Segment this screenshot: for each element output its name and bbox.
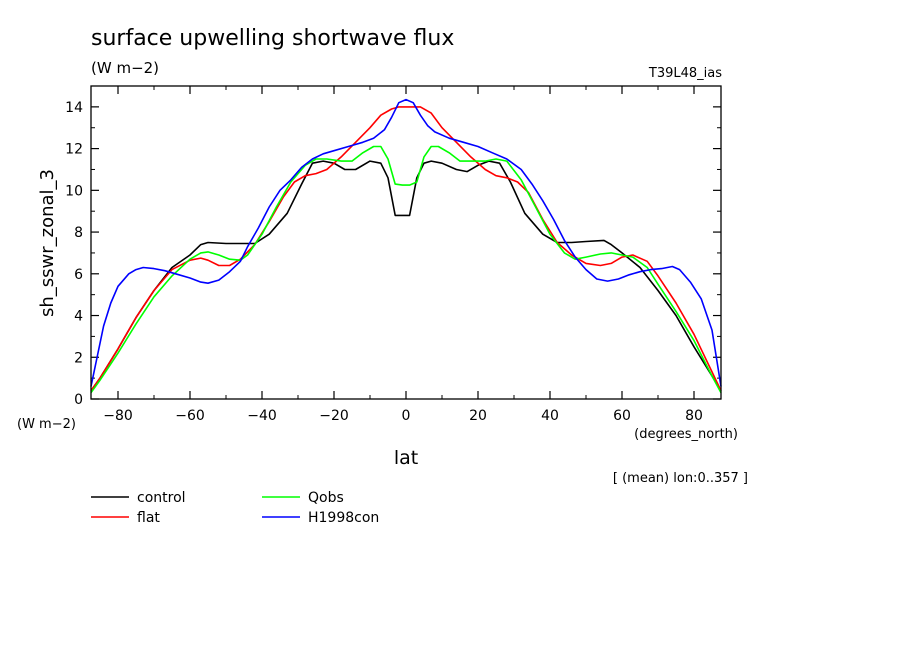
series-lines bbox=[90, 98, 722, 394]
y-axis-units: (W m−2) bbox=[17, 417, 76, 432]
y-tick-label: 10 bbox=[65, 183, 83, 199]
y-tick-label: 2 bbox=[74, 350, 83, 366]
series-line-h1998con bbox=[90, 98, 722, 387]
legend-label-qobs: Qobs bbox=[308, 490, 344, 506]
legend: control flat Qobs H1998con bbox=[91, 490, 379, 526]
y-tick-label: 6 bbox=[74, 267, 83, 283]
series-line-control bbox=[90, 160, 722, 392]
x-tick-label: −20 bbox=[319, 408, 349, 424]
legend-label-control: control bbox=[137, 490, 186, 506]
y-tick-label: 12 bbox=[65, 142, 83, 158]
y-tick-label: 0 bbox=[74, 392, 83, 408]
x-tick-label: 40 bbox=[541, 408, 559, 424]
series-line-qobs bbox=[90, 145, 722, 394]
y-tick-label: 8 bbox=[74, 225, 83, 241]
x-tick-label: −60 bbox=[175, 408, 205, 424]
y-tick-label: 4 bbox=[74, 309, 83, 325]
x-axis-label: lat bbox=[394, 447, 418, 469]
x-axis-units: (degrees_north) bbox=[634, 427, 738, 442]
x-axis-ticks: −80 −60 −40 −20 0 20 40 60 80 bbox=[103, 86, 703, 424]
x-tick-label: −40 bbox=[247, 408, 277, 424]
series-line-flat bbox=[90, 106, 722, 392]
chart-title: surface upwelling shortwave flux bbox=[91, 26, 454, 51]
x-tick-label: 0 bbox=[402, 408, 411, 424]
y-tick-label: 14 bbox=[65, 100, 83, 116]
x-tick-label: −80 bbox=[103, 408, 133, 424]
run-label: T39L48_ias bbox=[648, 66, 722, 81]
x-tick-label: 20 bbox=[469, 408, 487, 424]
title-units: (W m−2) bbox=[91, 59, 159, 77]
averaging-note: [ (mean) lon:0..357 ] bbox=[613, 471, 748, 486]
legend-label-flat: flat bbox=[137, 510, 160, 526]
plot-frame bbox=[90, 85, 722, 400]
legend-label-h1998con: H1998con bbox=[308, 510, 379, 526]
x-tick-label: 60 bbox=[613, 408, 631, 424]
x-tick-label: 80 bbox=[685, 408, 703, 424]
y-axis-label: sh_sswr_zonal_3 bbox=[37, 169, 58, 317]
